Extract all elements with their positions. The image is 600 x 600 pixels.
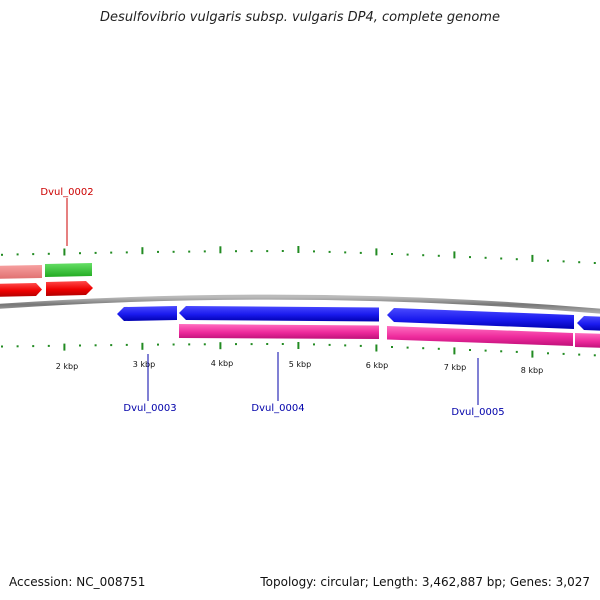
- gene-callouts: Dvul_0002 Dvul_0003 Dvul_0004 Dvul_0005: [40, 187, 504, 418]
- accession-text: Accession: NC_008751: [9, 575, 146, 589]
- cds-feature-dvul-0004[interactable]: [179, 306, 379, 322]
- forward-gene-track: [0, 263, 92, 279]
- gene-label-dvul-0003[interactable]: Dvul_0003: [123, 403, 176, 414]
- tick-label-5kbp: 5 kbp: [289, 360, 311, 369]
- reverse-gene-track: [179, 324, 600, 348]
- inner-tick-marks: [1, 342, 596, 358]
- gene-label-dvul-0002[interactable]: Dvul_0002: [40, 187, 93, 198]
- tick-label-8kbp: 8 kbp: [521, 366, 543, 375]
- gene-label-dvul-0005[interactable]: Dvul_0005: [451, 407, 504, 418]
- gene-feature-dvul-0005[interactable]: [387, 326, 573, 346]
- gene-feature-dvul-0001[interactable]: [0, 265, 42, 279]
- cds-feature-dvul-0002[interactable]: [46, 281, 93, 296]
- cds-feature-dvul-0003[interactable]: [117, 306, 177, 321]
- gene-feature-dvul-0004[interactable]: [179, 324, 379, 339]
- genome-summary-text: Topology: circular; Length: 3,462,887 bp…: [260, 575, 590, 589]
- tick-label-7kbp: 7 kbp: [444, 363, 466, 372]
- tick-label-6kbp: 6 kbp: [366, 361, 388, 370]
- genome-title: Desulfovibrio vulgaris subsp. vulgaris D…: [100, 10, 500, 25]
- tick-label-4kbp: 4 kbp: [211, 359, 233, 368]
- gene-feature-dvul-0002[interactable]: [45, 263, 92, 277]
- tick-label-3kbp: 3 kbp: [133, 360, 155, 369]
- tick-label-2kbp: 2 kbp: [56, 362, 78, 371]
- scale-labels: 2 kbp 3 kbp 4 kbp 5 kbp 6 kbp 7 kbp 8 kb…: [56, 359, 543, 375]
- cds-feature-dvul-0005[interactable]: [387, 308, 574, 329]
- genome-backbone: [0, 294, 600, 314]
- reverse-cds-track: [117, 306, 600, 331]
- gene-label-dvul-0004[interactable]: Dvul_0004: [251, 403, 304, 414]
- cds-feature-dvul-0006[interactable]: [577, 316, 600, 331]
- outer-tick-marks: [1, 246, 596, 264]
- gene-feature-dvul-0006[interactable]: [575, 333, 600, 348]
- forward-cds-track: [0, 281, 93, 297]
- cds-feature-dvul-0001[interactable]: [0, 283, 42, 297]
